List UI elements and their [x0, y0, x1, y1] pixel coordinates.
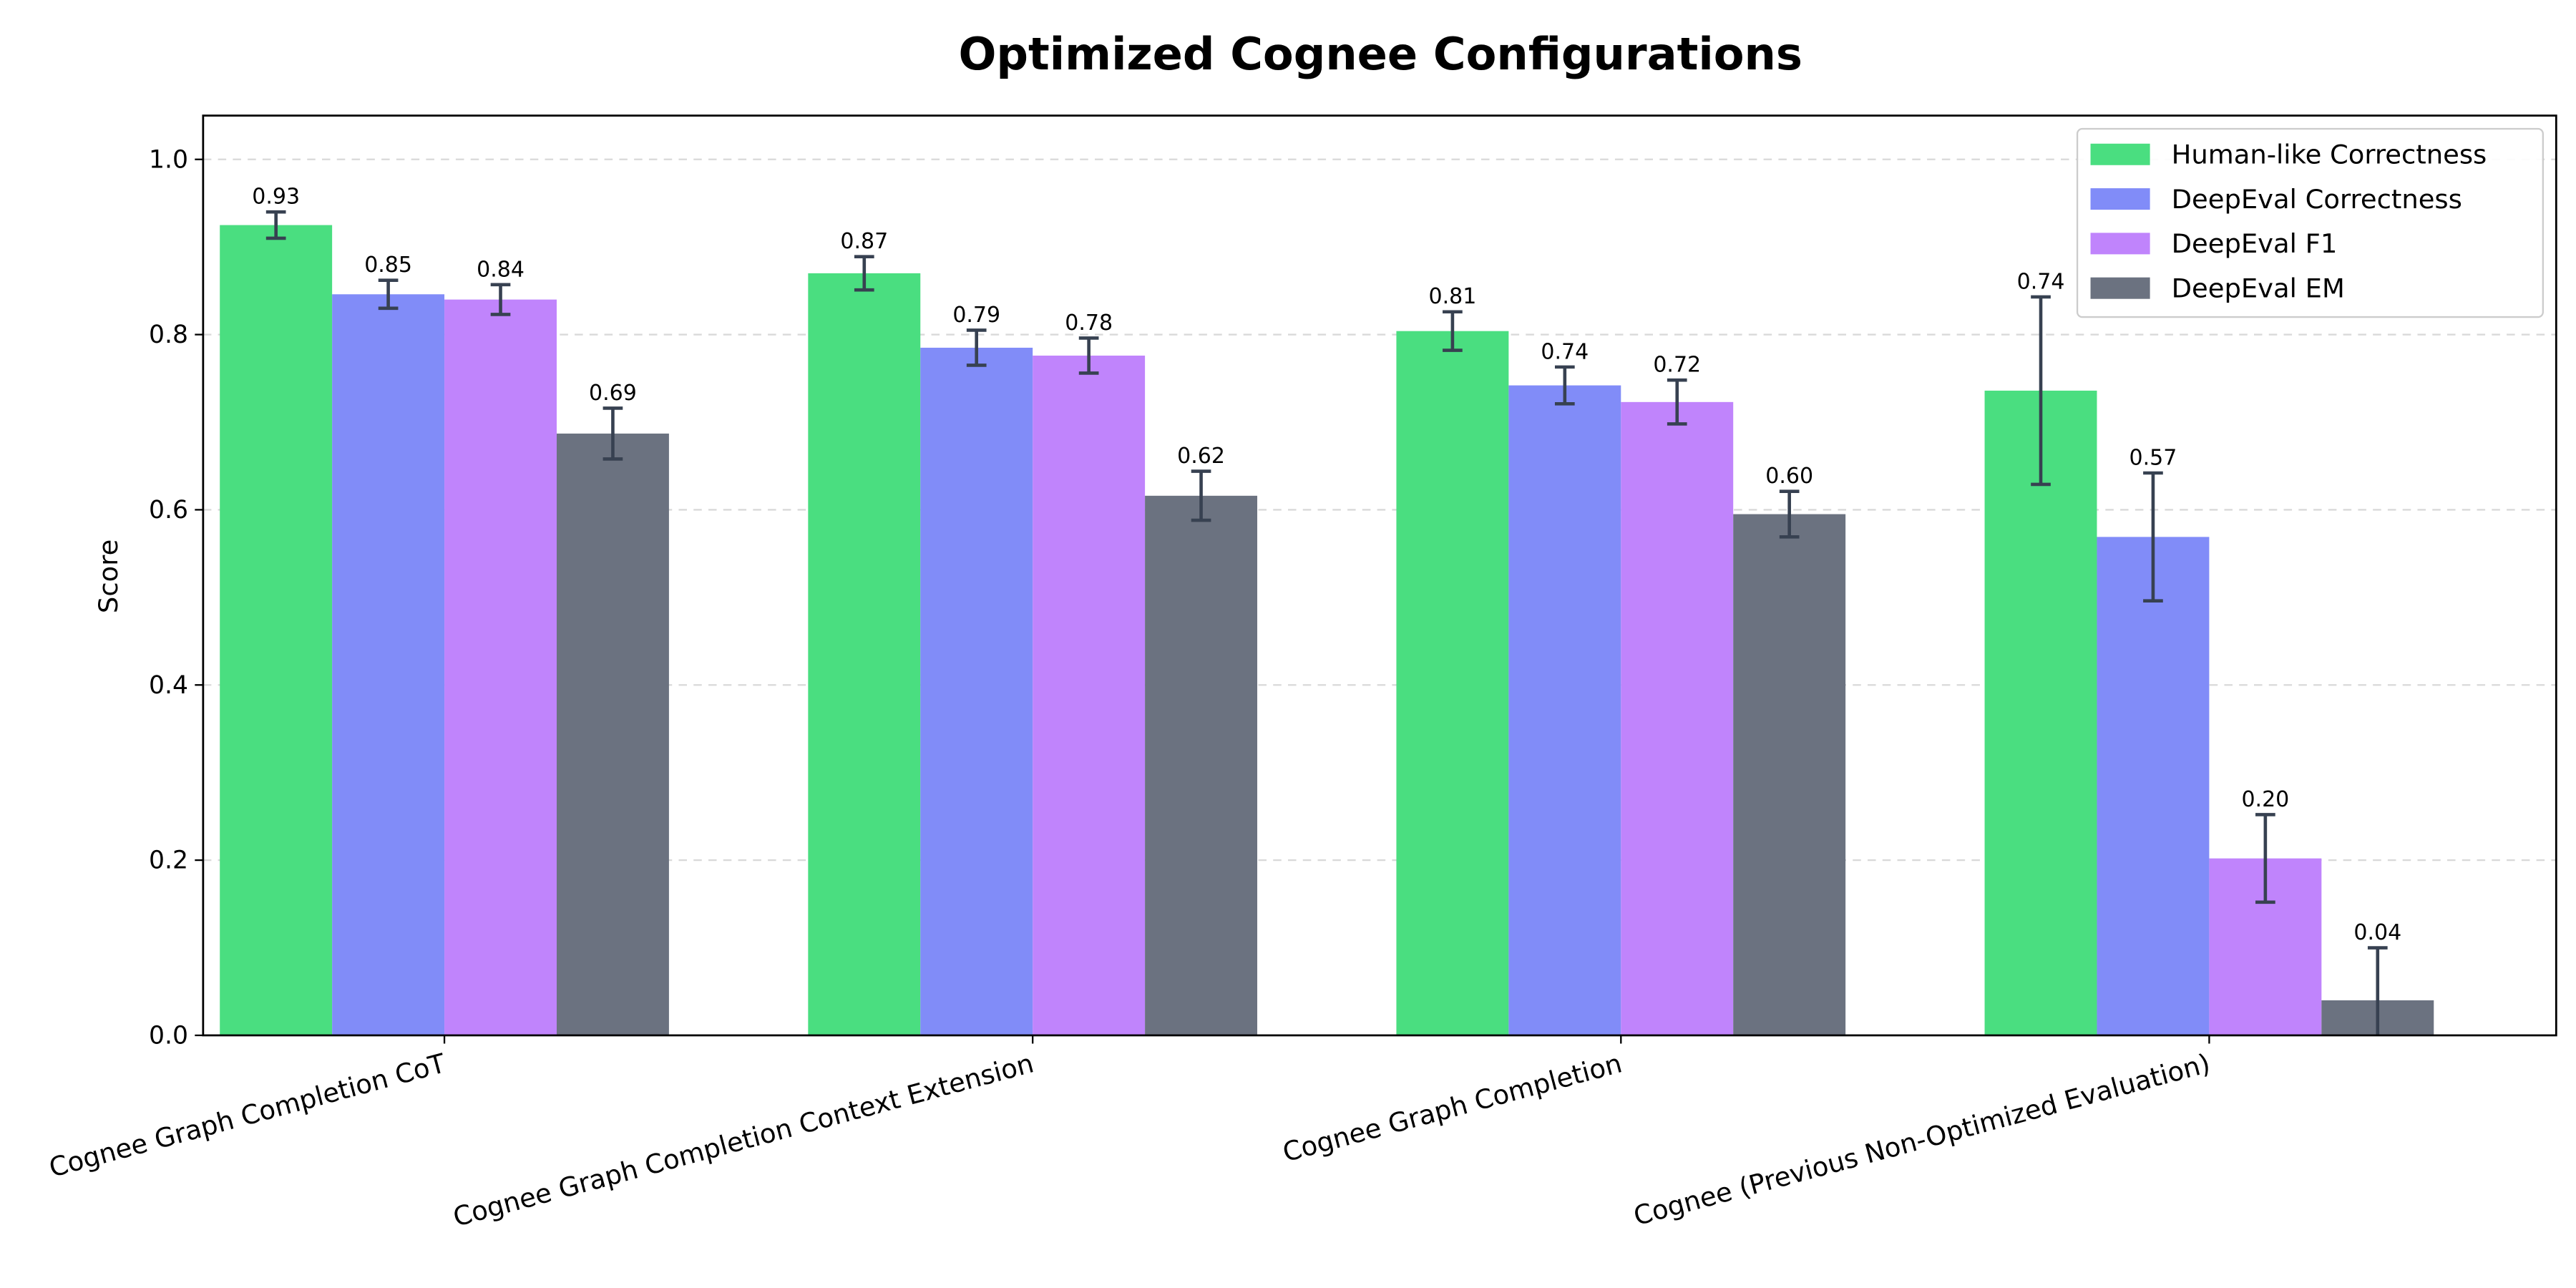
data-label: 0.84: [477, 257, 525, 282]
bar: [444, 299, 557, 1035]
y-axis-label: Score: [93, 540, 124, 613]
y-tick-label: 0.4: [149, 671, 188, 700]
bar: [808, 273, 921, 1035]
legend-swatch: [2090, 143, 2150, 165]
legend: Human-like Correctness DeepEval Correctne…: [2076, 127, 2544, 318]
bar: [332, 294, 445, 1035]
y-tick-label: 0.8: [149, 321, 188, 349]
plot-frame: [202, 114, 2557, 1037]
data-label: 0.93: [252, 185, 300, 210]
bar: [556, 433, 669, 1035]
data-label: 0.04: [2353, 920, 2401, 945]
legend-label: DeepEval EM: [2172, 273, 2345, 303]
x-tick-label: Cognee Graph Completion CoT: [46, 1048, 449, 1184]
x-tick-label: Cognee Graph Completion: [1279, 1048, 1625, 1168]
x-tick-label: Cognee Graph Completion Context Extensio…: [450, 1048, 1037, 1232]
data-label: 0.85: [364, 253, 412, 278]
y-tick-label: 0.2: [149, 847, 188, 875]
legend-label: DeepEval Correctness: [2172, 184, 2462, 215]
bar: [2097, 537, 2210, 1035]
data-label: 0.74: [2017, 269, 2065, 294]
bar: [1145, 495, 1258, 1035]
bar: [1508, 385, 1621, 1035]
x-tick-label: Cognee (Previous Non-Optimized Evaluatio…: [1630, 1048, 2213, 1231]
data-label: 0.62: [1177, 444, 1225, 469]
bar: [1396, 331, 1509, 1035]
legend-swatch: [2090, 277, 2150, 299]
y-tick-label: 0.6: [149, 496, 188, 525]
bar: [1621, 401, 1734, 1035]
y-tick-label: 1.0: [149, 145, 188, 174]
bar: [920, 347, 1033, 1035]
legend-label: DeepEval F1: [2172, 228, 2338, 259]
data-label: 0.72: [1653, 353, 1701, 378]
data-label: 0.81: [1429, 284, 1477, 309]
data-label: 0.87: [840, 229, 888, 254]
bar: [220, 225, 333, 1035]
bar: [1733, 514, 1846, 1035]
data-label: 0.78: [1065, 311, 1113, 336]
legend-swatch: [2090, 188, 2150, 210]
legend-swatch: [2090, 233, 2150, 255]
chart-title: Optimized Cognee Configurations: [958, 28, 1802, 80]
legend-label: Human-like Correctness: [2172, 139, 2487, 170]
data-label: 0.79: [952, 303, 1000, 328]
data-label: 0.69: [589, 381, 637, 406]
bar: [1033, 355, 1146, 1035]
data-label: 0.74: [1541, 339, 1589, 364]
y-tick-label: 0.0: [149, 1021, 188, 1050]
bar: [1984, 390, 2097, 1035]
data-label: 0.57: [2129, 445, 2177, 470]
data-label: 0.20: [2241, 787, 2289, 812]
data-label: 0.60: [1765, 464, 1813, 489]
